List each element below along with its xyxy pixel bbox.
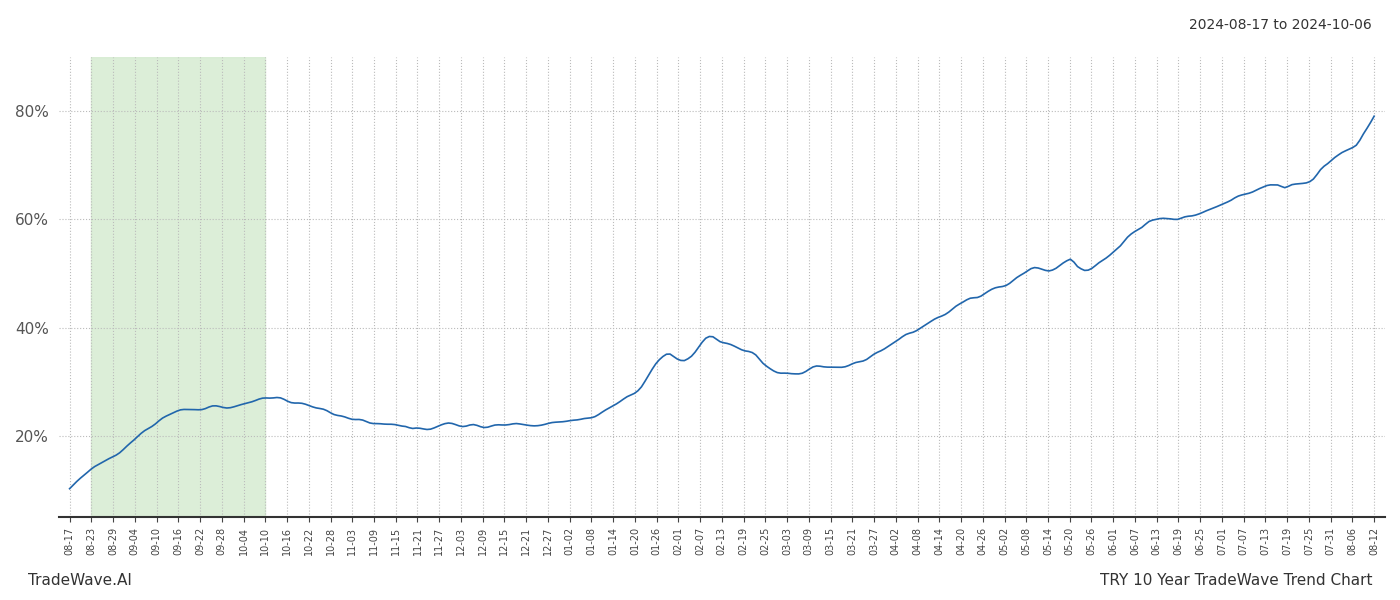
Bar xyxy=(91,57,265,517)
Text: TRY 10 Year TradeWave Trend Chart: TRY 10 Year TradeWave Trend Chart xyxy=(1099,573,1372,588)
Text: TradeWave.AI: TradeWave.AI xyxy=(28,573,132,588)
Text: 2024-08-17 to 2024-10-06: 2024-08-17 to 2024-10-06 xyxy=(1189,18,1372,32)
